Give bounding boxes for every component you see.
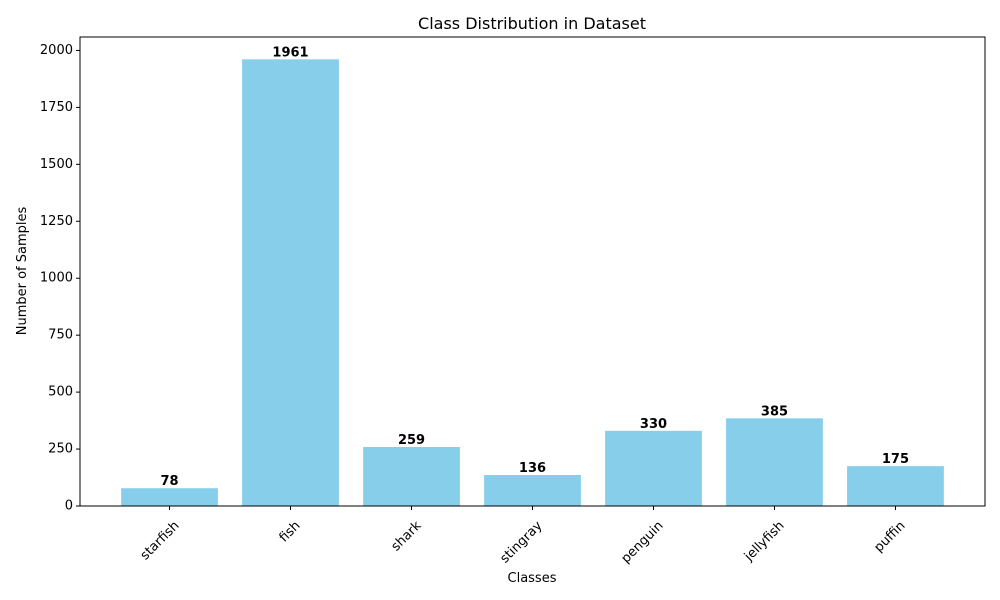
y-tick-label: 1500: [40, 157, 73, 172]
x-tick-label: penguin: [619, 518, 667, 566]
y-tick-label: 1250: [40, 214, 73, 229]
y-tick-label: 1000: [40, 271, 73, 286]
y-tick-label: 250: [48, 442, 73, 457]
x-tick-label: jellyfish: [741, 518, 787, 564]
bar-stingray: [484, 475, 581, 506]
y-axis-ticks: 0 250 500 750 1000 1250 1500 1750 2000: [40, 43, 80, 514]
bar-starfish: [121, 488, 218, 506]
plot-frame: [79, 36, 986, 507]
x-tick-label: starfish: [138, 518, 183, 563]
chart-title: Class Distribution in Dataset: [418, 14, 646, 33]
bar-shark: [363, 447, 460, 506]
bar-value-label: 175: [882, 452, 909, 467]
bar-value-label: 259: [398, 433, 425, 448]
x-tick-label: shark: [389, 518, 425, 554]
x-tick-label: puffin: [872, 518, 909, 555]
y-axis-label: Number of Samples: [15, 207, 30, 336]
bar-value-label: 136: [519, 461, 546, 476]
x-tick-label: fish: [277, 518, 304, 545]
bar-penguin: [605, 430, 702, 506]
y-tick-label: 750: [48, 328, 73, 343]
y-tick-label: 1750: [40, 100, 73, 115]
bar-value-label: 1961: [272, 45, 308, 60]
bar-puffin: [847, 466, 944, 506]
bar-labels-group: 78 1961 259 136 330 385 175: [160, 45, 909, 489]
y-tick-label: 2000: [40, 43, 73, 58]
bar-value-label: 78: [160, 474, 178, 489]
bars-group: [121, 59, 944, 507]
bar-fish: [242, 59, 339, 507]
bar-value-label: 330: [640, 417, 667, 432]
bar-jellyfish: [726, 418, 823, 506]
x-axis-label: Classes: [508, 571, 557, 586]
x-tick-label: stingray: [497, 518, 545, 566]
bar-value-label: 385: [761, 404, 788, 419]
y-tick-label: 0: [65, 499, 73, 514]
y-tick-label: 500: [48, 385, 73, 400]
x-axis-ticks: starfish fish shark stingray penguin jellyfis…: [138, 506, 909, 567]
